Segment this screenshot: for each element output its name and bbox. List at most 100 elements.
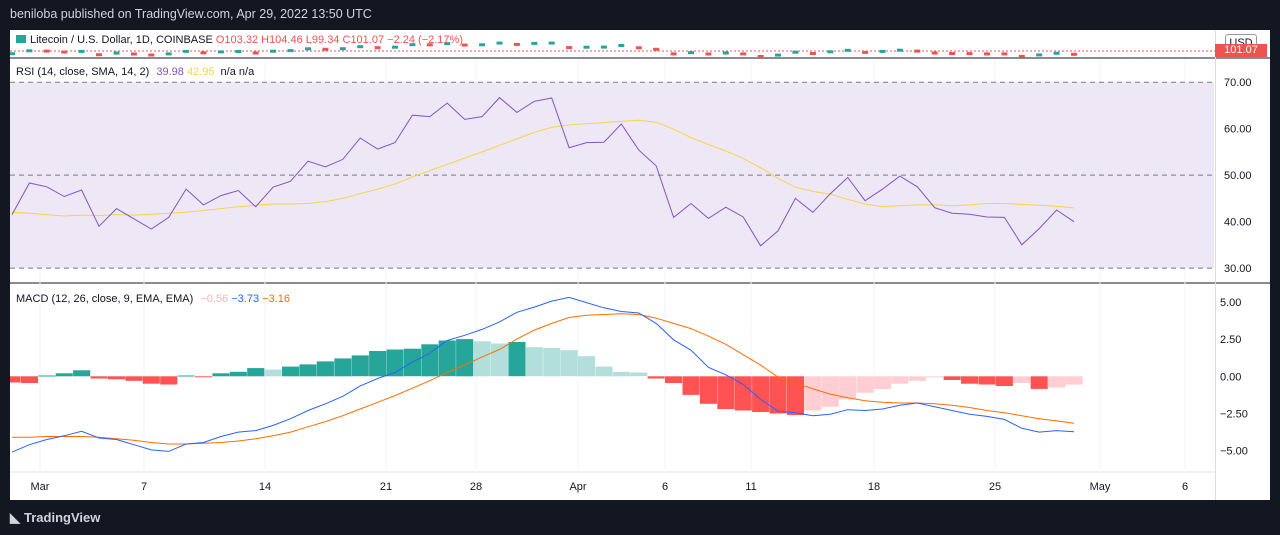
time-tick-label: Apr	[569, 481, 586, 493]
price-candle	[949, 52, 956, 55]
price-candle	[809, 52, 816, 55]
price-candle	[183, 49, 190, 53]
price-candle	[740, 52, 747, 56]
macd-hist-bar	[438, 340, 456, 377]
macd-hist-bar	[90, 376, 108, 379]
price-pane-bg	[10, 30, 1215, 58]
macd-hist-bar	[229, 371, 247, 377]
rsi-axis-tick: 70.00	[1224, 77, 1252, 89]
time-tick-label: 7	[141, 481, 147, 493]
price-axis[interactable]: 30.00 40.00 50.00 60.00 70.00 −5.00 −2.50 0.00 2…	[1215, 30, 1271, 500]
price-candle	[792, 50, 799, 54]
close-value: C101.07	[342, 34, 385, 46]
rsi-sma-line	[11, 119, 1075, 217]
price-candle	[914, 49, 921, 53]
price-candle	[426, 43, 433, 47]
macd-hist-bar	[752, 376, 770, 412]
rsi-na-2: n/a	[238, 66, 255, 78]
macd-axis-tick: 2.50	[1220, 334, 1241, 346]
macd-hist-bar	[995, 376, 1013, 386]
macd-hist-bar	[595, 366, 613, 377]
macd-hist-bar	[821, 376, 839, 407]
macd-hist-bar	[891, 376, 909, 384]
macd-hist-bar	[55, 373, 73, 377]
macd-hist-bar	[908, 376, 926, 381]
macd-hist-bar	[543, 348, 561, 377]
chart-area[interactable]: Mar 7 14 21 28 Apr 6 11 18 25 May 6	[3, 30, 1215, 500]
macd-hist-bar	[961, 376, 979, 384]
change-value: −2.24 (−2.17%)	[387, 34, 463, 46]
macd-hist-bar	[647, 376, 665, 379]
price-candle	[862, 50, 869, 54]
price-candle	[600, 45, 607, 49]
macd-legend: MACD (12, 26, close, 9, EMA, EMA) −0.56 …	[16, 293, 290, 305]
price-candle	[78, 49, 85, 53]
top-bar: beniloba published on TradingView.com, A…	[0, 0, 1280, 30]
symbol-color-swatch	[16, 35, 26, 43]
open-value: O103.32	[215, 34, 259, 46]
macd-hist-bar	[1013, 376, 1031, 383]
price-candle	[148, 53, 155, 57]
macd-axis-tick: −5.00	[1220, 446, 1248, 458]
price-candle	[252, 51, 259, 55]
price-candle	[217, 50, 224, 54]
macd-hist-bar	[856, 376, 874, 393]
price-candle	[566, 46, 573, 50]
price-candle	[1071, 52, 1077, 56]
price-candle	[287, 49, 294, 53]
macd-title: MACD (12, 26, close, 9, EMA, EMA)	[16, 293, 194, 305]
price-candle	[775, 53, 781, 57]
macd-hist-bar	[38, 375, 56, 377]
rsi-axis-tick: 60.00	[1224, 124, 1252, 136]
macd-hist-bar	[212, 373, 230, 377]
rsi-sma-value: 42.95	[186, 66, 215, 78]
macd-axis-tick: −2.50	[1220, 409, 1248, 421]
macd-hist-bar	[612, 371, 630, 377]
price-candle	[670, 52, 677, 56]
price-candle	[635, 46, 642, 50]
price-candle	[531, 41, 538, 45]
price-candle	[339, 47, 346, 51]
macd-hist-bar	[316, 361, 334, 377]
right-frame	[1270, 30, 1280, 500]
price-axis-canvas: 30.00 40.00 50.00 60.00 70.00 −5.00 −2.50 0.00 2…	[1216, 57, 1271, 458]
price-candle	[392, 45, 398, 49]
tradingview-logo[interactable]: ◣ TradingView	[10, 510, 100, 526]
macd-hist-bar	[839, 376, 857, 400]
macd-hist-bar	[699, 376, 717, 404]
rsi-line	[11, 96, 1075, 247]
time-tick-label: 6	[1182, 481, 1188, 493]
macd-hist-bar	[769, 376, 787, 414]
price-candle	[496, 41, 503, 45]
price-candle	[43, 49, 50, 53]
time-tick-label: 21	[380, 481, 392, 493]
price-candle	[688, 51, 694, 55]
macd-hist-bar	[160, 376, 178, 385]
price-candle	[618, 44, 625, 47]
footer-bar: ◣ TradingView	[0, 500, 1280, 535]
macd-hist-bar	[786, 376, 804, 415]
price-candle	[113, 51, 120, 55]
macd-hist-value: −0.56	[200, 293, 229, 305]
macd-hist-bar	[142, 376, 160, 384]
price-candle	[479, 43, 486, 47]
rsi-axis-tick: 40.00	[1224, 217, 1252, 229]
time-tick-label: 6	[662, 481, 668, 493]
macd-axis-tick: 5.00	[1220, 297, 1241, 309]
chart-canvas[interactable]: Mar 7 14 21 28 Apr 6 11 18 25 May 6	[3, 30, 1215, 500]
price-candle	[1053, 51, 1060, 55]
price-candle	[200, 51, 207, 55]
macd-hist-bar	[804, 376, 822, 411]
rsi-axis-tick: 50.00	[1224, 170, 1252, 182]
main-legend: Litecoin / U.S. Dollar, 1D, COINBASE O10…	[16, 34, 463, 46]
symbol-title: Litecoin / U.S. Dollar, 1D, COINBASE	[30, 34, 213, 46]
time-tick-label: 18	[868, 481, 880, 493]
macd-hist-bar	[125, 376, 143, 381]
price-candle	[896, 48, 903, 52]
price-candle	[130, 52, 137, 56]
macd-hist-bar	[578, 356, 596, 377]
macd-hist-bar	[456, 339, 474, 377]
price-candle	[827, 50, 834, 54]
macd-hist-bar	[369, 351, 387, 377]
price-candle	[583, 45, 590, 49]
